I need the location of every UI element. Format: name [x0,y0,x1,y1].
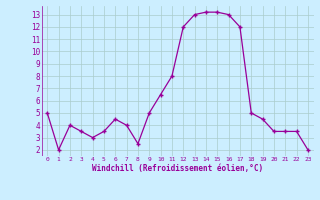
X-axis label: Windchill (Refroidissement éolien,°C): Windchill (Refroidissement éolien,°C) [92,164,263,173]
